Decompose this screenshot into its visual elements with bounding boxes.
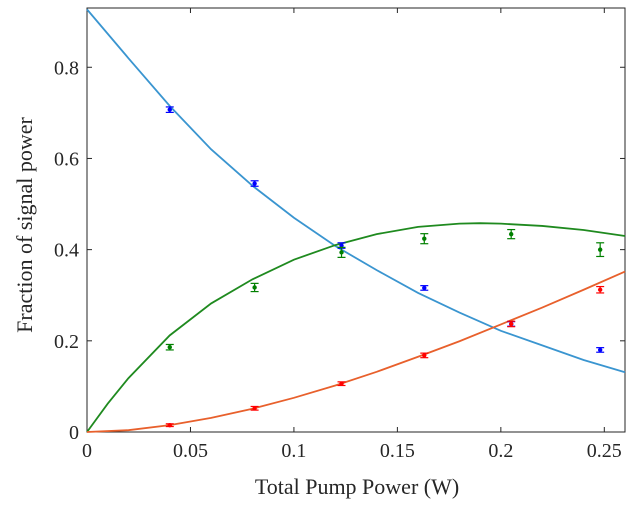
- data-point: [167, 422, 172, 428]
- data-point: [252, 181, 257, 186]
- axes-box: [86, 7, 626, 433]
- data-point: [597, 347, 603, 353]
- y-tick-label: 0.2: [54, 331, 79, 353]
- data-point: [508, 321, 514, 327]
- data-point: [252, 285, 257, 290]
- fit-curve-0: [86, 8, 626, 374]
- y-tick-label: 0.8: [54, 57, 79, 79]
- x-tick-label: 0: [82, 440, 92, 462]
- data-point: [339, 381, 344, 386]
- x-axis-label: Total Pump Power (W): [255, 474, 459, 499]
- fit-curve-1: [86, 222, 626, 433]
- x-tick-label: 0.2: [488, 440, 513, 462]
- data-point: [167, 107, 172, 112]
- data-point: [597, 247, 603, 252]
- y-tick-label: 0.6: [54, 148, 79, 170]
- y-axis-label: Fraction of signal power: [12, 116, 37, 332]
- data-point: [422, 353, 427, 358]
- data-point: [252, 406, 257, 411]
- data-point: [597, 287, 603, 292]
- y-tick-label: 0.4: [54, 240, 79, 262]
- x-tick-label: 0.25: [587, 440, 622, 462]
- plot-area: 0 0.05 0.1 0.15 0.2 0.25 0 0.2 0.4 0.6 0.8: [54, 7, 626, 462]
- data-point: [422, 236, 427, 241]
- x-tick-label: 0.15: [380, 440, 415, 462]
- x-tick-label: 0.1: [281, 440, 306, 462]
- y-tick-label: 0: [69, 422, 79, 444]
- data-point: [339, 250, 344, 255]
- data-point: [508, 231, 514, 237]
- data-point: [167, 345, 172, 350]
- x-tick-label: 0.05: [173, 440, 208, 462]
- data-point: [422, 285, 427, 291]
- fit-curve-2: [86, 270, 626, 433]
- data-point: [339, 243, 344, 248]
